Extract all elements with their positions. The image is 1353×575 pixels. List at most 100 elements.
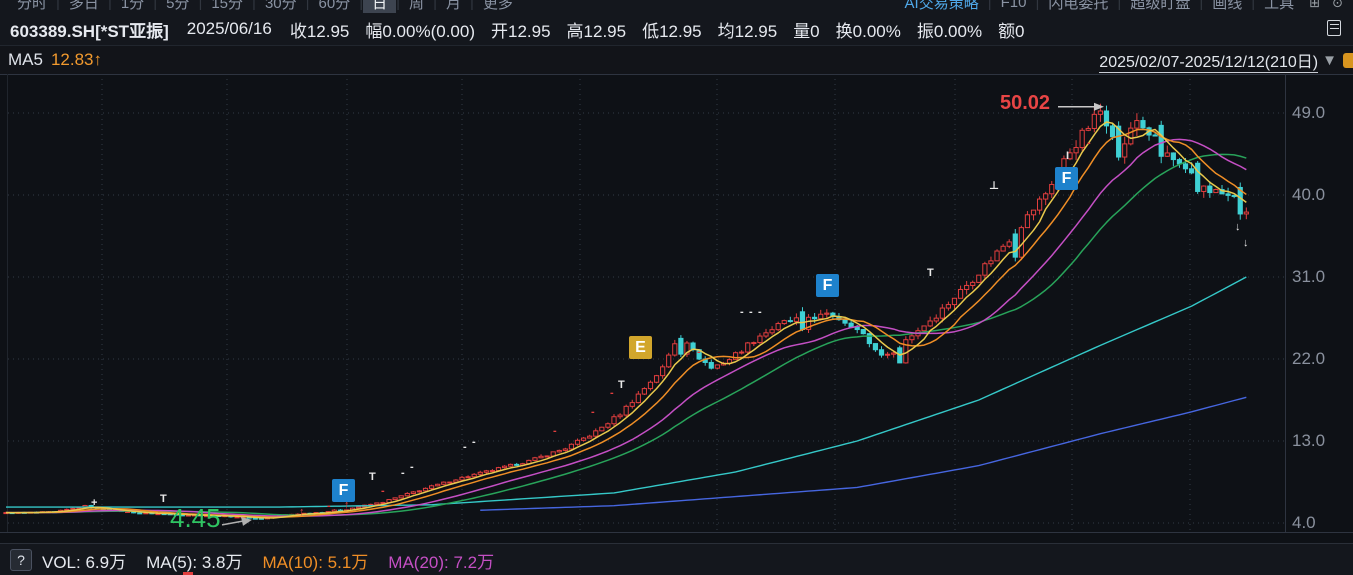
field-换: 换0.00% (835, 21, 901, 41)
y-axis-label: 22.0 (1292, 348, 1326, 368)
separator: | (396, 0, 401, 11)
separator: | (153, 0, 158, 11)
stock-code: 603389.SH[*ST亚振] (10, 21, 169, 41)
chart-canvas[interactable] (0, 74, 1353, 533)
separator: | (359, 0, 364, 11)
news-icon[interactable] (1327, 20, 1341, 36)
separator: | (987, 0, 992, 11)
field-低: 低12.95 (642, 21, 702, 41)
chart-mark: - (610, 387, 614, 399)
ma5-value: 12.83↑ (50, 50, 103, 69)
tab-1分[interactable]: 1分 (120, 0, 145, 12)
period-tabs: 分时 | 多日 | 1分 | 5分 | 15分 | 30分 | 60分 | 日 | 周 | 月 | 更多 (8, 0, 522, 13)
chart-mark: T (369, 471, 376, 483)
volume-bar-sliver (183, 572, 193, 575)
signal-badge-E: E (629, 336, 652, 359)
y-axis-label: 40.0 (1292, 184, 1326, 204)
quote-fields: 收12.95 幅0.00%(0.00) 开12.95 高12.95 低12.95 均12.… (290, 17, 1041, 42)
toolbar-item-0[interactable]: AI交易策略 (904, 0, 979, 12)
signal-badge-F: F (1055, 167, 1078, 190)
tab-多日[interactable]: 多日 (68, 0, 99, 12)
tab-分时[interactable]: 分时 (17, 0, 48, 12)
status-item-1: MA(5): 3.8万 (146, 552, 243, 572)
toolbar-icon-1[interactable]: ⊙ (1332, 0, 1343, 10)
field-高: 高12.95 (566, 21, 627, 41)
edge-button-partial[interactable] (1343, 52, 1353, 68)
toolbar-actions: AI交易策略 | F10 | 闪电委托 | 超级盯盘 | 画线 | 工具 ⊞ ⊙ (896, 0, 1349, 13)
tab-更多[interactable]: 更多 (482, 0, 513, 12)
chart-mark: - (697, 346, 701, 358)
chart-mark: - (1087, 137, 1091, 149)
chart-mark: - (553, 425, 557, 437)
tab-30分[interactable]: 30分 (264, 0, 297, 12)
low-price-annotation: 4.45 (170, 502, 221, 533)
chart-mark: T (927, 267, 934, 279)
info-bar: 603389.SH[*ST亚振] 2025/06/16 收12.95 幅0.00%… (0, 13, 1353, 46)
candlestick-chart[interactable]: 49.0 40.0 31.0 22.0 13.0 4.0 F E F F + T ↑ - ↑ T - - - - - - -… (0, 74, 1353, 533)
field-振: 振0.00% (916, 21, 983, 41)
volume-status-bar: ? VOL: 6.9万 MA(5): 3.8万 MA(10): 5.1万 MA(20)… (0, 543, 1353, 575)
toolbar-item-2[interactable]: 闪电委托 (1048, 0, 1109, 12)
chart-mark: ↑ (344, 499, 350, 511)
separator: | (1199, 0, 1204, 11)
toolbar-item-5[interactable]: 工具 (1264, 0, 1295, 12)
indicator-bar: MA5 12.83↑ 2025/02/07-2025/12/12(210日) ▼ (0, 46, 1353, 75)
volume-indicators: VOL: 6.9万 MA(5): 3.8万 MA(10): 5.1万 MA(20): … (42, 548, 514, 573)
toolbar-item-4[interactable]: 画线 (1212, 0, 1243, 12)
signal-badge-F: F (332, 479, 355, 502)
tab-60分[interactable]: 60分 (318, 0, 351, 12)
tab-月[interactable]: 月 (445, 0, 461, 12)
chart-mark: - (410, 461, 414, 473)
y-axis-label: 13.0 (1292, 430, 1326, 450)
chart-mark: - (591, 406, 595, 418)
chevron-down-icon[interactable]: ▼ (1322, 51, 1337, 69)
status-item-0: VOL: 6.9万 (42, 552, 127, 572)
field-均: 均12.95 (717, 21, 778, 41)
high-price-annotation: 50.02 (1000, 91, 1051, 114)
chart-mark: ↓ (1243, 237, 1249, 249)
chart-mark: - (381, 485, 385, 497)
toolbar-item-1[interactable]: F10 (1000, 0, 1027, 11)
tab-日[interactable]: 日 (363, 0, 397, 13)
separator: | (56, 0, 60, 11)
chart-mark: ↓ (1235, 221, 1241, 233)
ma5-label: MA5 (8, 50, 43, 69)
chart-mark: - (472, 436, 476, 448)
separator: | (198, 0, 203, 11)
tab-周[interactable]: 周 (409, 0, 425, 12)
field-幅: 幅0.00%(0.00) (365, 21, 475, 41)
y-axis-label: 31.0 (1292, 266, 1326, 286)
field-收: 收12.95 (289, 21, 350, 41)
separator: | (433, 0, 437, 11)
chart-mark: T (618, 379, 625, 391)
chart-mark: - (740, 306, 744, 318)
chart-mark: - (749, 306, 753, 318)
chart-mark: - (758, 306, 762, 318)
separator: | (107, 0, 112, 11)
tab-15分[interactable]: 15分 (211, 0, 244, 12)
signal-badge-F: F (816, 274, 839, 297)
separator: | (1251, 0, 1256, 11)
tab-5分[interactable]: 5分 (166, 0, 190, 12)
y-axis-label: 4.0 (1292, 512, 1316, 532)
field-额: 额0 (998, 21, 1025, 41)
quote-date: 2025/06/16 (186, 19, 272, 38)
chart-mark: ↑ (299, 506, 305, 518)
field-开: 开12.95 (491, 21, 551, 41)
chart-mark: T (160, 493, 167, 505)
toolbar-tabs-row: 分时 | 多日 | 1分 | 5分 | 15分 | 30分 | 60分 | 日 | 周 | 月 | 更多 AI交易策略 |… (0, 0, 1353, 13)
chart-mark: - (463, 441, 467, 453)
date-range-selector[interactable]: 2025/02/07-2025/12/12(210日) (1099, 48, 1319, 73)
separator: | (1035, 0, 1040, 11)
status-item-2: MA(10): 5.1万 (262, 552, 369, 572)
toolbar-item-3[interactable]: 超级盯盘 (1130, 0, 1191, 12)
status-item-3: MA(20): 7.2万 (388, 552, 495, 572)
chart-mark: ⊥ (989, 180, 1000, 192)
y-axis-label: 49.0 (1292, 103, 1326, 122)
toolbar-icon-0[interactable]: ⊞ (1309, 0, 1321, 10)
help-button[interactable]: ? (10, 549, 32, 571)
chart-mark: - (327, 500, 331, 512)
separator: | (469, 0, 474, 11)
separator: | (1117, 0, 1122, 11)
